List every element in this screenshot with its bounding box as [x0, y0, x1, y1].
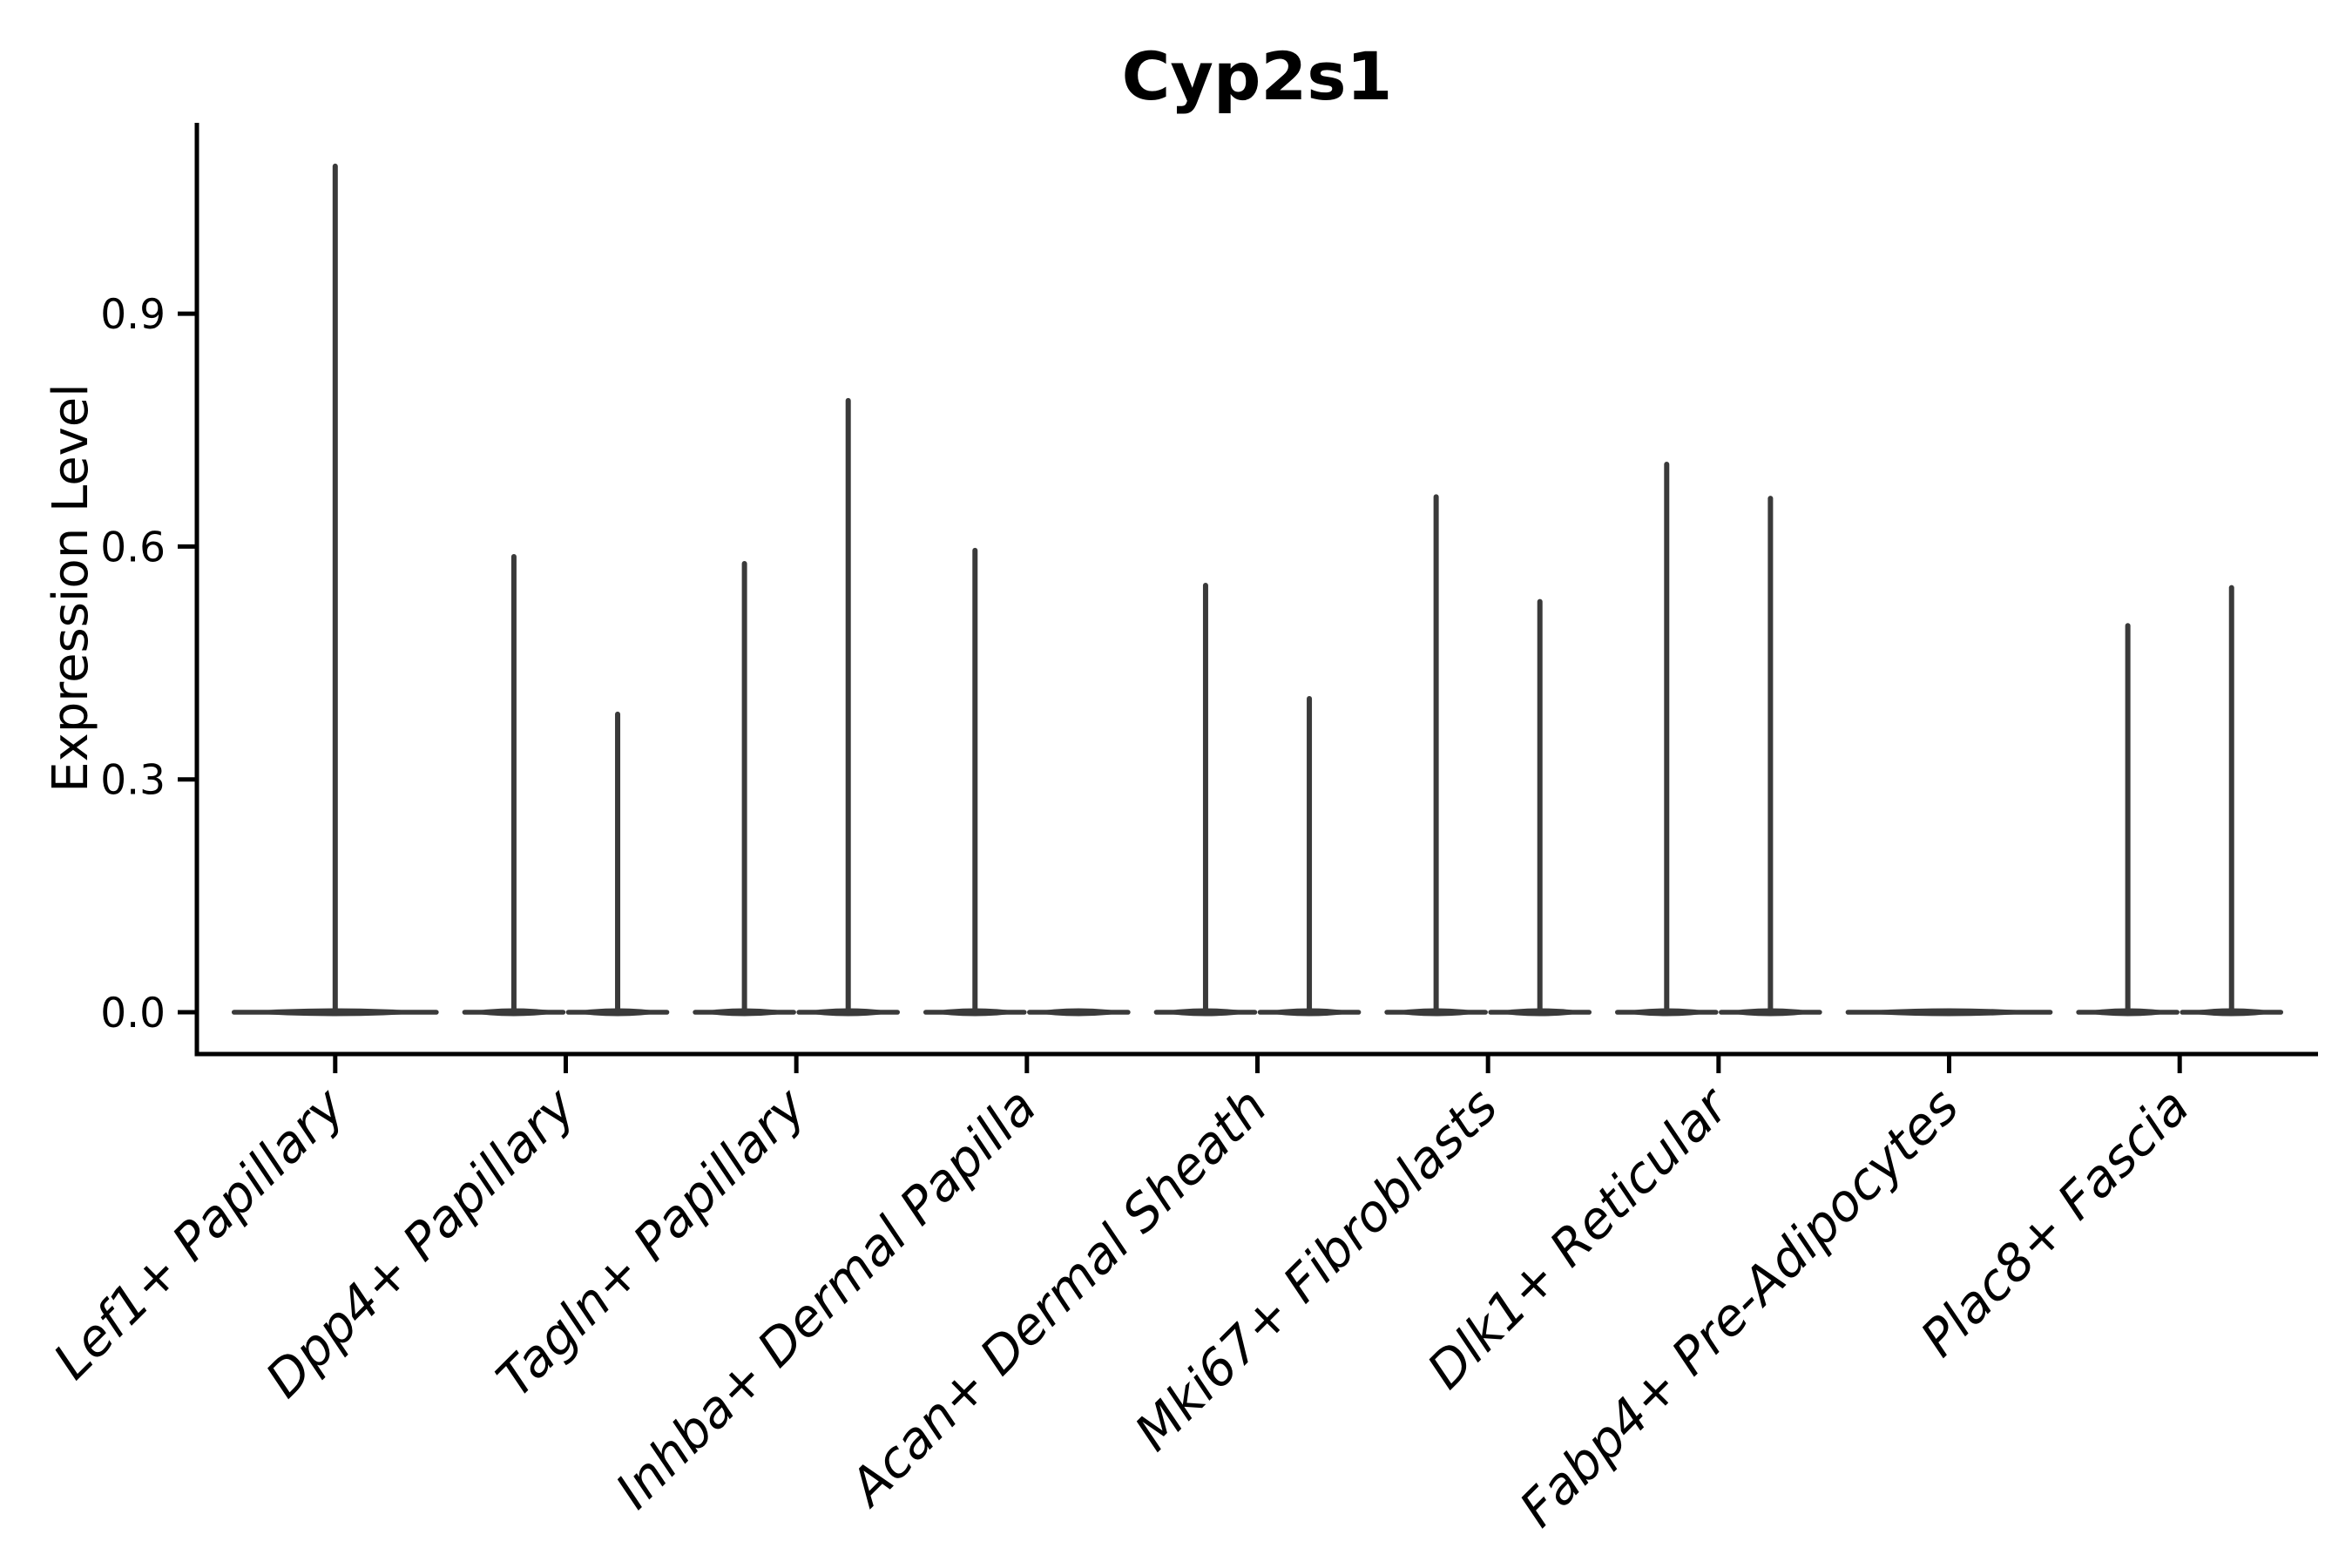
y-tick-label: 0.3 [100, 757, 166, 805]
x-tick-label: Acan+ Dermal Sheath [836, 1077, 1279, 1519]
x-tick-label: Inhba+ Dermal Papilla [605, 1077, 1048, 1520]
y-axis-label: Expression Level [43, 383, 99, 793]
y-tick-label: 0.9 [100, 291, 166, 339]
x-tick-label: Fabp4+ Pre-Adipocytes [1508, 1077, 1970, 1538]
y-tick-label: 0.0 [100, 990, 166, 1037]
chart-title: Cyp2s1 [1122, 37, 1393, 115]
y-tick-label: 0.6 [100, 524, 166, 571]
